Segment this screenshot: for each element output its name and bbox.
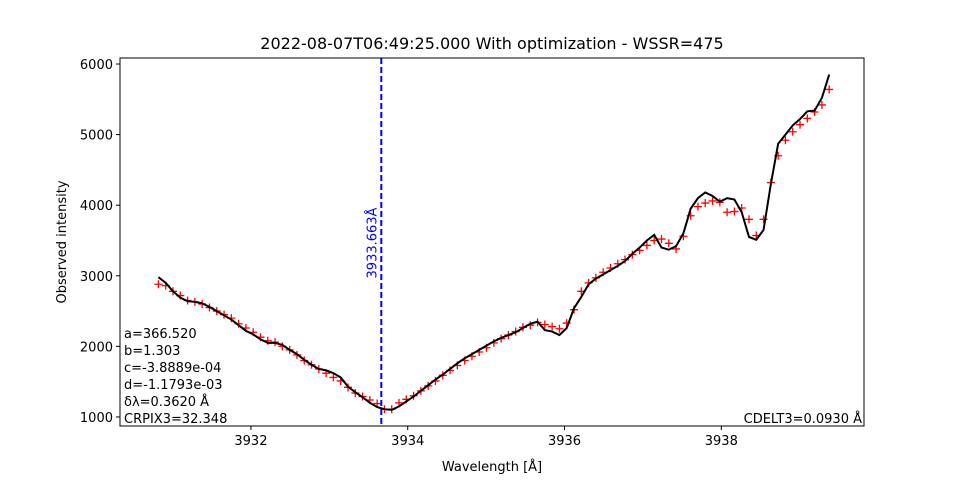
reference-label: 3933.663Å	[364, 207, 380, 278]
data-marker	[540, 320, 549, 329]
chart-title: 2022-08-07T06:49:25.000 With optimizatio…	[260, 34, 723, 53]
x-tick-label: 3934	[391, 434, 424, 449]
data-line	[157, 74, 831, 411]
data-marker	[329, 373, 338, 382]
y-axis-label: Observed intensity	[55, 180, 70, 303]
annotation: a=366.520	[124, 327, 197, 342]
data-marker	[825, 85, 834, 94]
data-marker	[657, 235, 666, 244]
data-marker	[723, 208, 732, 217]
data-marker	[154, 280, 163, 289]
annotation: CDELT3=0.0930 Å	[744, 411, 862, 427]
data-marker	[730, 207, 739, 216]
data-marker	[701, 199, 710, 208]
data-marker	[664, 239, 673, 248]
annotation: c=-3.8889e-04	[124, 361, 221, 376]
data-marker	[796, 120, 805, 129]
y-tick-label: 4000	[80, 199, 113, 214]
data-marker	[744, 215, 753, 224]
x-axis-label: Wavelength [Å]	[442, 459, 542, 475]
x-tick-label: 3932	[234, 434, 267, 449]
x-tick-label: 3938	[705, 434, 738, 449]
data-marker	[708, 196, 717, 205]
y-tick-label: 5000	[80, 129, 113, 144]
data-marker	[817, 100, 826, 109]
annotation: d=-1.1793e-03	[124, 378, 223, 393]
annotation: b=1.303	[124, 344, 180, 359]
y-tick-label: 3000	[80, 270, 113, 285]
y-tick-label: 2000	[80, 340, 113, 355]
annotation: δλ=0.3620 Å	[124, 394, 209, 410]
data-marker	[555, 324, 564, 333]
data-marker	[803, 114, 812, 123]
data-marker	[781, 136, 790, 145]
data-marker	[693, 202, 702, 211]
x-tick-label: 3936	[548, 434, 581, 449]
y-tick-label: 1000	[80, 411, 113, 426]
data-marker	[548, 322, 557, 331]
data-marker	[788, 127, 797, 136]
annotation: CRPIX3=32.348	[124, 412, 227, 427]
data-marker	[642, 241, 651, 250]
plot-frame	[119, 57, 865, 427]
y-tick-label: 6000	[80, 58, 113, 73]
